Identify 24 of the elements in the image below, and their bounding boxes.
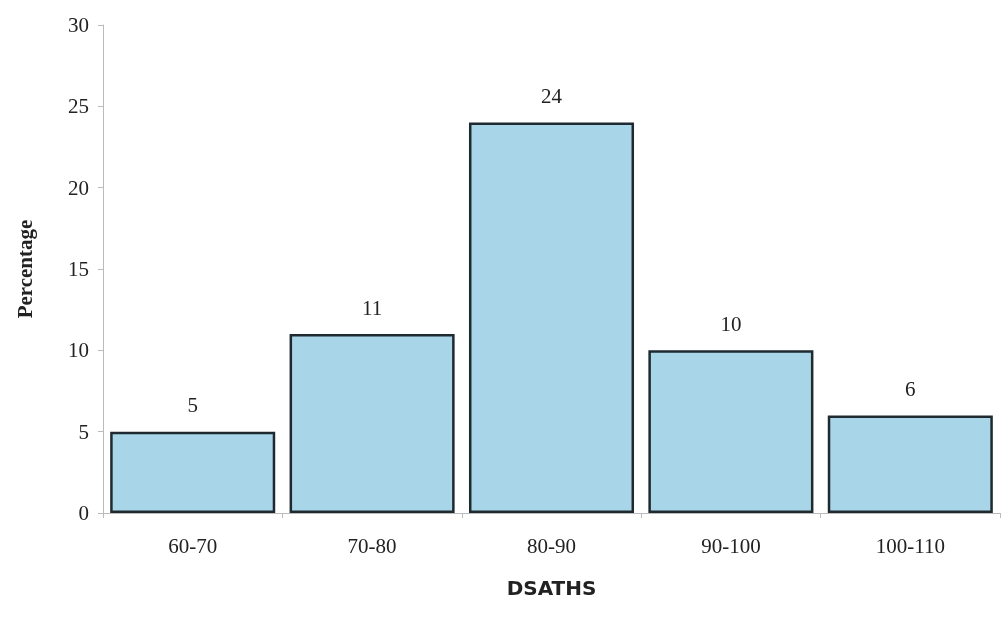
x-axis-title: DSATHS (506, 576, 597, 600)
x-tick-label: 90-100 (701, 533, 761, 558)
y-tick-label: 10 (68, 338, 89, 363)
data-label: 5 (187, 393, 198, 418)
bar (468, 122, 635, 513)
bar (289, 334, 455, 513)
data-label: 6 (905, 376, 916, 401)
x-tick-label: 80-90 (527, 533, 576, 558)
bar (648, 350, 814, 513)
data-label: 11 (361, 295, 383, 320)
y-tick-label: 0 (78, 501, 89, 525)
y-axis-title: Percentage (12, 219, 37, 319)
bar (827, 415, 993, 513)
data-label: 24 (541, 84, 563, 109)
y-tick-label: 30 (68, 13, 89, 37)
bar (110, 431, 276, 513)
x-tick-label: 70-80 (347, 533, 397, 558)
y-tick-label: 15 (68, 257, 89, 281)
y-tick-label: 5 (78, 419, 89, 444)
y-tick-label: 20 (68, 175, 89, 200)
y-tick-label: 25 (68, 94, 89, 119)
x-tick-label: 60-70 (168, 533, 218, 558)
x-tick-label: 100-110 (875, 533, 945, 558)
data-label: 10 (720, 311, 742, 336)
